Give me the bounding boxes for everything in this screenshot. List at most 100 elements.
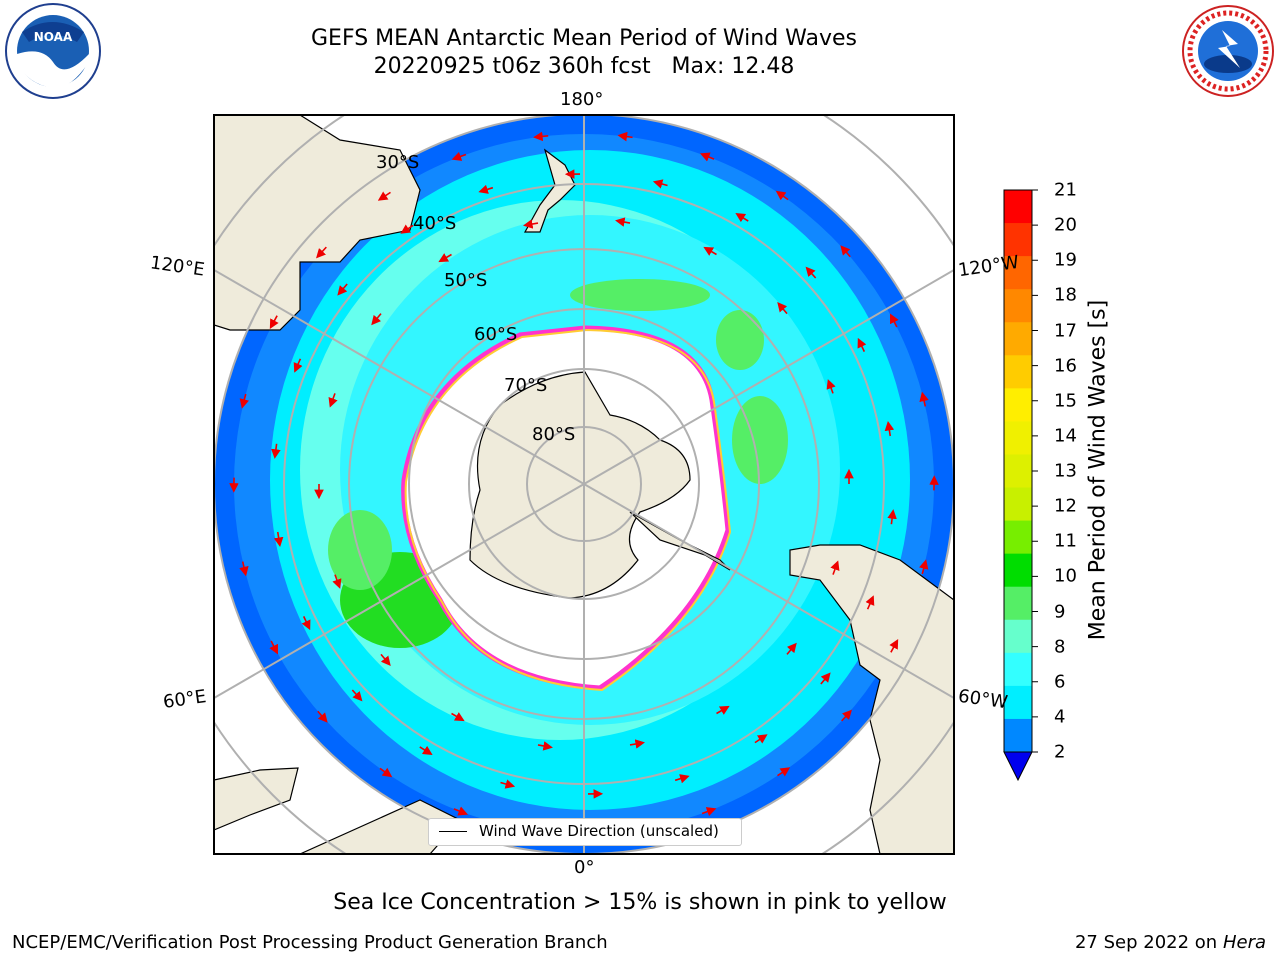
colorbar-swatch xyxy=(1004,619,1032,654)
wave-direction-arrow xyxy=(890,313,899,328)
colorbar-swatch xyxy=(1004,289,1032,323)
colorbar-swatch xyxy=(1004,685,1032,720)
wave-direction-arrow xyxy=(674,774,690,784)
wave-direction-arrow xyxy=(523,219,539,229)
noaa-logo-text: NOAA xyxy=(34,30,73,44)
footer-host: Hera xyxy=(1222,932,1266,953)
wave-direction-arrow xyxy=(269,640,278,655)
wave-direction-arrow xyxy=(786,642,797,655)
colorbar-tick-label: 4 xyxy=(1054,706,1066,728)
wave-direction-arrow xyxy=(328,393,338,408)
colorbar-tick-label: 21 xyxy=(1054,179,1077,201)
wave-direction-arrow xyxy=(775,190,789,201)
colorbar-tick-label: 20 xyxy=(1054,214,1077,236)
wave-direction-arrow xyxy=(820,672,831,685)
colorbar-swatch xyxy=(1004,652,1032,687)
wave-direction-arrow xyxy=(701,807,717,817)
colorbar-tick-label: 19 xyxy=(1054,249,1077,271)
map-legend: Wind Wave Direction (unscaled) xyxy=(428,818,742,846)
wave-direction-arrow xyxy=(884,420,895,437)
antarctica xyxy=(469,371,691,599)
wave-direction-arrow xyxy=(453,806,469,816)
wave-direction-arrow xyxy=(865,595,875,610)
wave-direction-arrow xyxy=(451,151,467,161)
wave-direction-arrow xyxy=(754,734,768,744)
wave-direction-arrow xyxy=(840,245,851,258)
chart-title: GEFS MEAN Antarctic Mean Period of Wind … xyxy=(311,26,857,51)
graticule xyxy=(214,115,954,854)
wave-direction-arrow xyxy=(239,561,249,577)
colorbar-extend-triangle xyxy=(1003,751,1033,782)
colorbar-tick-label: 12 xyxy=(1054,495,1077,517)
colorbar-swatch xyxy=(1004,520,1032,555)
wave-direction-arrow xyxy=(419,745,433,755)
wave-direction-arrow xyxy=(478,184,494,194)
wave-direction-arrow xyxy=(699,152,715,162)
nws-logo xyxy=(1182,5,1274,97)
wave-direction-arrow xyxy=(830,560,840,575)
colorbar-tick-label: 11 xyxy=(1054,530,1077,552)
chart-subtitle: 20220925 t06z 360h fcst Max: 12.48 xyxy=(373,54,795,79)
wave-direction-arrow xyxy=(841,709,852,722)
noaa-logo: NOAA xyxy=(5,3,101,99)
colorbar-tick-label: 2 xyxy=(1054,741,1066,763)
colorbar-swatch xyxy=(1004,553,1032,588)
wave-direction-arrow xyxy=(451,712,465,722)
wave-direction-arrow xyxy=(533,131,549,142)
wind-wave-direction-arrows xyxy=(229,131,939,837)
wave-direction-arrow xyxy=(379,767,393,778)
colorbar-swatch xyxy=(1004,256,1032,290)
colorbar-swatch xyxy=(1004,718,1032,753)
wave-direction-arrow xyxy=(716,705,730,715)
lat-label-40s: 40°S xyxy=(413,213,457,234)
wave-direction-arrow xyxy=(317,710,328,723)
wave-direction-arrow xyxy=(371,313,382,326)
colorbar-swatch xyxy=(1004,487,1032,522)
colorbar-tick-label: 13 xyxy=(1054,460,1077,482)
wave-direction-arrow xyxy=(615,217,631,227)
wave-direction-arrow xyxy=(735,213,749,223)
colorbar-label: Mean Period of Wind Waves [s] xyxy=(1085,299,1111,641)
legend-line-swatch xyxy=(439,831,467,832)
wave-direction-arrow xyxy=(805,266,817,279)
legend-label: Wind Wave Direction (unscaled) xyxy=(479,822,719,840)
wave-direction-arrow xyxy=(777,302,788,315)
wave-direction-arrow xyxy=(919,559,929,575)
colorbar-tick-label: 18 xyxy=(1054,284,1077,306)
wave-direction-arrow xyxy=(857,337,867,352)
wave-direction-arrow xyxy=(826,379,836,394)
wave-direction-arrow xyxy=(380,653,391,666)
wave-direction-arrow xyxy=(273,531,284,548)
lat-label-60s: 60°S xyxy=(474,324,518,345)
colorbar-swatch xyxy=(1004,388,1032,422)
wave-direction-arrow xyxy=(377,191,391,201)
colorbar-swatch xyxy=(1004,586,1032,621)
colorbar-tick-label: 6 xyxy=(1054,671,1066,693)
colorbar-tick-label: 16 xyxy=(1054,355,1077,377)
wave-direction-arrow xyxy=(316,246,327,259)
colorbar-tick-label: 15 xyxy=(1054,390,1077,412)
wave-direction-arrow xyxy=(889,638,899,653)
map-frame xyxy=(213,114,955,855)
lat-label-30s: 30°S xyxy=(376,152,420,173)
wave-direction-arrow xyxy=(351,689,363,702)
colorbar-tick-label: 10 xyxy=(1054,565,1077,587)
footer-date-text: 27 Sep 2022 on xyxy=(1074,932,1218,953)
wave-direction-arrow xyxy=(887,509,897,525)
wave-direction-arrow xyxy=(617,131,633,142)
wave-direction-arrow xyxy=(332,574,342,589)
sea-ice-caption: Sea Ice Concentration > 15% is shown in … xyxy=(333,890,947,915)
australia xyxy=(214,115,421,331)
colorbar-swatch xyxy=(1004,454,1032,489)
colorbar-tick-label: 9 xyxy=(1054,601,1066,622)
lat-label-70s: 70°S xyxy=(504,375,548,396)
wave-direction-arrow xyxy=(301,616,311,631)
colorbar-tick-label: 14 xyxy=(1054,425,1077,447)
lat-label-50s: 50°S xyxy=(444,270,488,291)
colorbar xyxy=(1003,189,1038,782)
madagascar xyxy=(214,767,299,831)
wave-direction-arrow xyxy=(269,315,279,330)
wave-direction-arrow xyxy=(629,739,645,749)
colorbar-swatch xyxy=(1004,421,1032,455)
